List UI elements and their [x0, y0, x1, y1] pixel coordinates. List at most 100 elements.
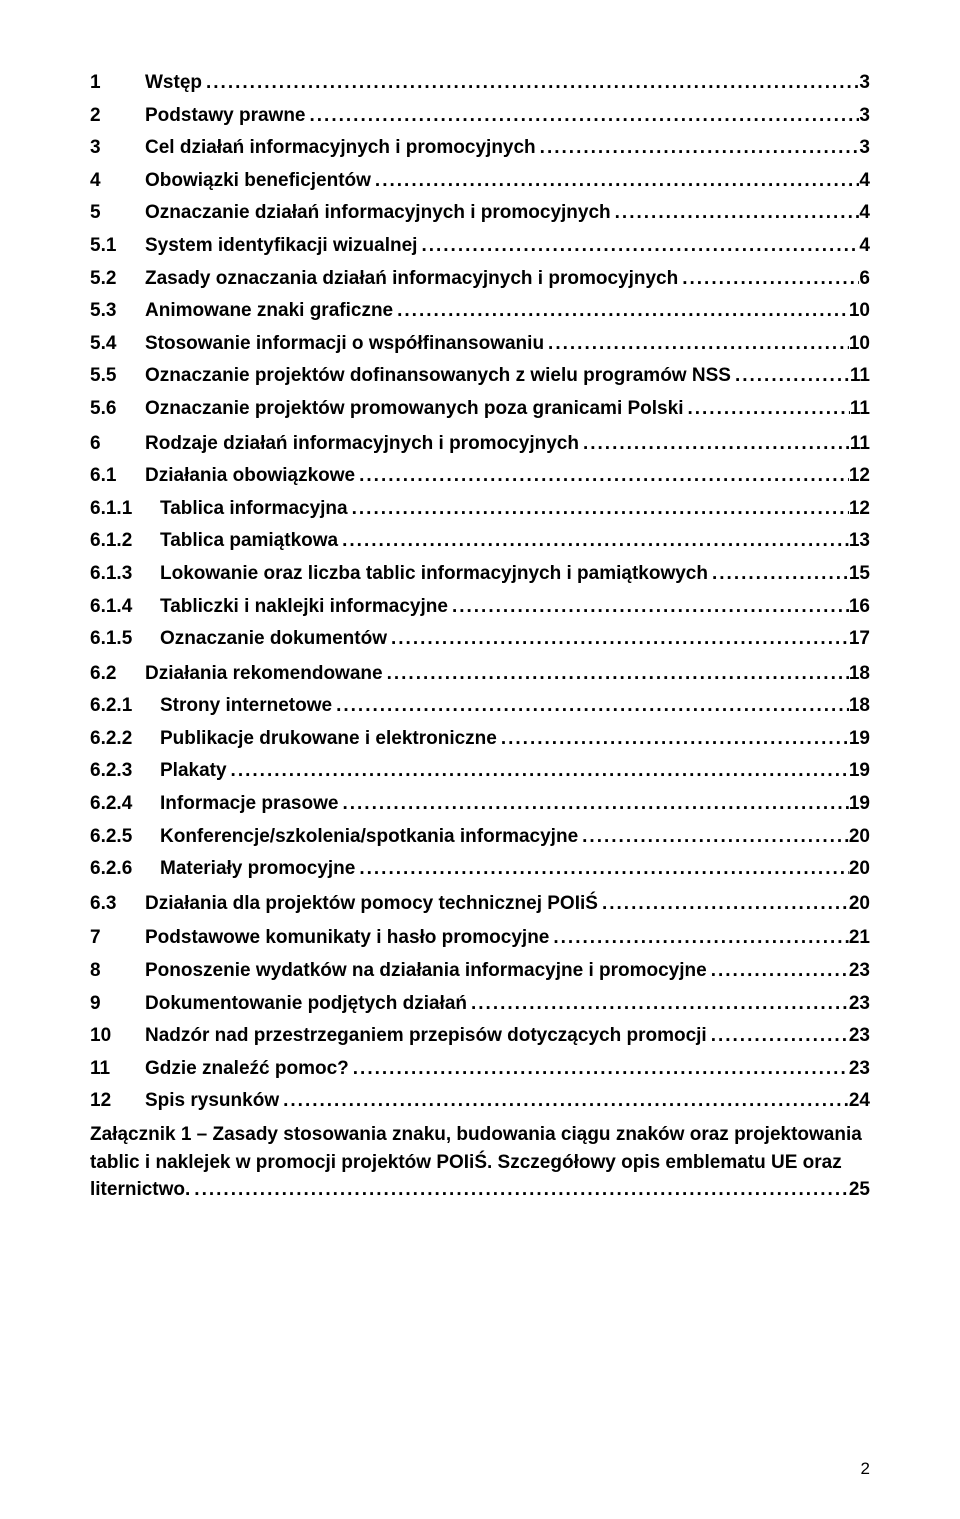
- toc-entry: 5.2Zasady oznaczania działań informacyjn…: [90, 266, 870, 293]
- toc-leader: ........................................…: [371, 168, 860, 195]
- toc-entry-page: 4: [859, 168, 870, 195]
- toc-entry: 6.2.6Materiały promocyjne...............…: [90, 856, 870, 883]
- toc-entry-page: 20: [849, 824, 870, 851]
- toc-entry-number: 6.2.2: [90, 726, 160, 753]
- toc-entry-page: 10: [849, 298, 870, 325]
- toc-entry-page: 19: [849, 758, 870, 785]
- toc-entry-title: System identyfikacji wizualnej: [145, 233, 417, 260]
- toc-entry: 5.4Stosowanie informacji o współfinansow…: [90, 331, 870, 358]
- toc-entry-page: 20: [849, 856, 870, 883]
- toc-entry: 2Podstawy prawne........................…: [90, 103, 870, 130]
- toc-entry-page: 3: [859, 135, 870, 162]
- toc-entry-title: Nadzór nad przestrzeganiem przepisów dot…: [145, 1023, 707, 1050]
- toc-entry-title: Wstęp: [145, 70, 202, 97]
- toc-entry: 6.3Działania dla projektów pomocy techni…: [90, 891, 870, 918]
- toc-entry: 4Obowiązki beneficjentów................…: [90, 168, 870, 195]
- toc-entry-number: 6.1.5: [90, 626, 160, 653]
- toc-entry-page: 20: [849, 891, 870, 918]
- toc-entry-page: 24: [849, 1088, 870, 1115]
- appendix-page: 25: [849, 1176, 870, 1204]
- toc-entry-page: 17: [849, 626, 870, 653]
- toc-entry-title: Spis rysunków: [145, 1088, 279, 1115]
- toc-entry-page: 23: [849, 1056, 870, 1083]
- toc-entry-title: Działania rekomendowane: [145, 661, 383, 688]
- toc-leader: ........................................…: [417, 233, 859, 260]
- toc-entry-title: Działania obowiązkowe: [145, 463, 355, 490]
- toc-entry-number: 7: [90, 925, 145, 952]
- toc-entry-title: Informacje prasowe: [160, 791, 338, 818]
- toc-entry-page: 4: [859, 233, 870, 260]
- toc-entry-number: 6.3: [90, 891, 145, 918]
- toc-entry: 9Dokumentowanie podjętych działań.......…: [90, 991, 870, 1018]
- toc-entry-number: 6.2.4: [90, 791, 160, 818]
- toc-entry-number: 6.1.3: [90, 561, 160, 588]
- toc-leader: ........................................…: [578, 824, 849, 851]
- toc-entry: 5.6Oznaczanie projektów promowanych poza…: [90, 396, 870, 423]
- toc-entry-page: 10: [849, 331, 870, 358]
- toc-leader: ........................................…: [306, 103, 860, 130]
- toc-entry-title: Oznaczanie projektów dofinansowanych z w…: [145, 363, 731, 390]
- toc-entry-number: 10: [90, 1023, 145, 1050]
- toc-entry-number: 6.2.6: [90, 856, 160, 883]
- table-of-contents: 1Wstęp..................................…: [90, 70, 870, 1115]
- toc-leader: ........................................…: [467, 991, 849, 1018]
- toc-leader: ........................................…: [707, 958, 849, 985]
- toc-entry-title: Publikacje drukowane i elektroniczne: [160, 726, 497, 753]
- toc-entry-page: 12: [849, 463, 870, 490]
- toc-entry-number: 5: [90, 200, 145, 227]
- toc-leader: ........................................…: [387, 626, 849, 653]
- toc-entry-title: Animowane znaki graficzne: [145, 298, 393, 325]
- toc-leader: ........................................…: [448, 594, 849, 621]
- toc-entry-number: 9: [90, 991, 145, 1018]
- toc-entry-title: Oznaczanie projektów promowanych poza gr…: [145, 396, 683, 423]
- toc-leader: ........................................…: [355, 856, 849, 883]
- toc-leader: ........................................…: [190, 1176, 849, 1204]
- toc-entry: 6Rodzaje działań informacyjnych i promoc…: [90, 431, 870, 458]
- toc-entry: 6.2.3Plakaty............................…: [90, 758, 870, 785]
- toc-entry-number: 6.2.1: [90, 693, 160, 720]
- toc-entry: 5.1System identyfikacji wizualnej.......…: [90, 233, 870, 260]
- toc-leader: ........................................…: [348, 496, 849, 523]
- toc-entry-number: 6.2: [90, 661, 145, 688]
- toc-entry-number: 6.2.3: [90, 758, 160, 785]
- toc-entry-number: 6.1.4: [90, 594, 160, 621]
- toc-entry-page: 12: [849, 496, 870, 523]
- toc-leader: ........................................…: [383, 661, 849, 688]
- toc-entry: 6.2.4Informacje prasowe.................…: [90, 791, 870, 818]
- toc-leader: ........................................…: [227, 758, 849, 785]
- toc-entry-title: Dokumentowanie podjętych działań: [145, 991, 467, 1018]
- appendix-line-2: tablic i naklejek w promocji projektów P…: [90, 1149, 870, 1177]
- toc-entry: 6.1.1Tablica informacyjna...............…: [90, 496, 870, 523]
- toc-entry: 6.2Działania rekomendowane..............…: [90, 661, 870, 688]
- toc-entry-title: Tablica informacyjna: [160, 496, 348, 523]
- toc-leader: ........................................…: [393, 298, 849, 325]
- toc-entry: 11Gdzie znaleźć pomoc?..................…: [90, 1056, 870, 1083]
- toc-entry-title: Ponoszenie wydatków na działania informa…: [145, 958, 707, 985]
- toc-entry-title: Konferencje/szkolenia/spotkania informac…: [160, 824, 578, 851]
- toc-entry: 6.2.2Publikacje drukowane i elektroniczn…: [90, 726, 870, 753]
- toc-entry-title: Stosowanie informacji o współfinansowani…: [145, 331, 544, 358]
- document-page: 1Wstęp..................................…: [0, 0, 960, 1519]
- toc-leader: ........................................…: [678, 266, 859, 293]
- toc-entry-page: 23: [849, 958, 870, 985]
- toc-leader: ........................................…: [332, 693, 849, 720]
- toc-entry: 6.2.5Konferencje/szkolenia/spotkania inf…: [90, 824, 870, 851]
- toc-entry: 6.1Działania obowiązkowe................…: [90, 463, 870, 490]
- toc-entry-page: 13: [849, 528, 870, 555]
- toc-entry-page: 23: [849, 1023, 870, 1050]
- toc-leader: ........................................…: [338, 528, 849, 555]
- toc-entry-title: Rodzaje działań informacyjnych i promocy…: [145, 431, 579, 458]
- toc-entry-number: 6.1.2: [90, 528, 160, 555]
- toc-entry-title: Tablica pamiątkowa: [160, 528, 338, 555]
- toc-entry: 5.3Animowane znaki graficzne............…: [90, 298, 870, 325]
- toc-entry: 8Ponoszenie wydatków na działania inform…: [90, 958, 870, 985]
- toc-entry: 6.1.2Tablica pamiątkowa.................…: [90, 528, 870, 555]
- toc-entry-number: 6: [90, 431, 145, 458]
- toc-leader: ........................................…: [279, 1088, 849, 1115]
- toc-leader: ........................................…: [683, 396, 849, 423]
- toc-leader: ........................................…: [536, 135, 860, 162]
- toc-entry: 5.5Oznaczanie projektów dofinansowanych …: [90, 363, 870, 390]
- toc-entry: 6.1.3Lokowanie oraz liczba tablic inform…: [90, 561, 870, 588]
- toc-entry: 5Oznaczanie działań informacyjnych i pro…: [90, 200, 870, 227]
- toc-leader: ........................................…: [349, 1056, 849, 1083]
